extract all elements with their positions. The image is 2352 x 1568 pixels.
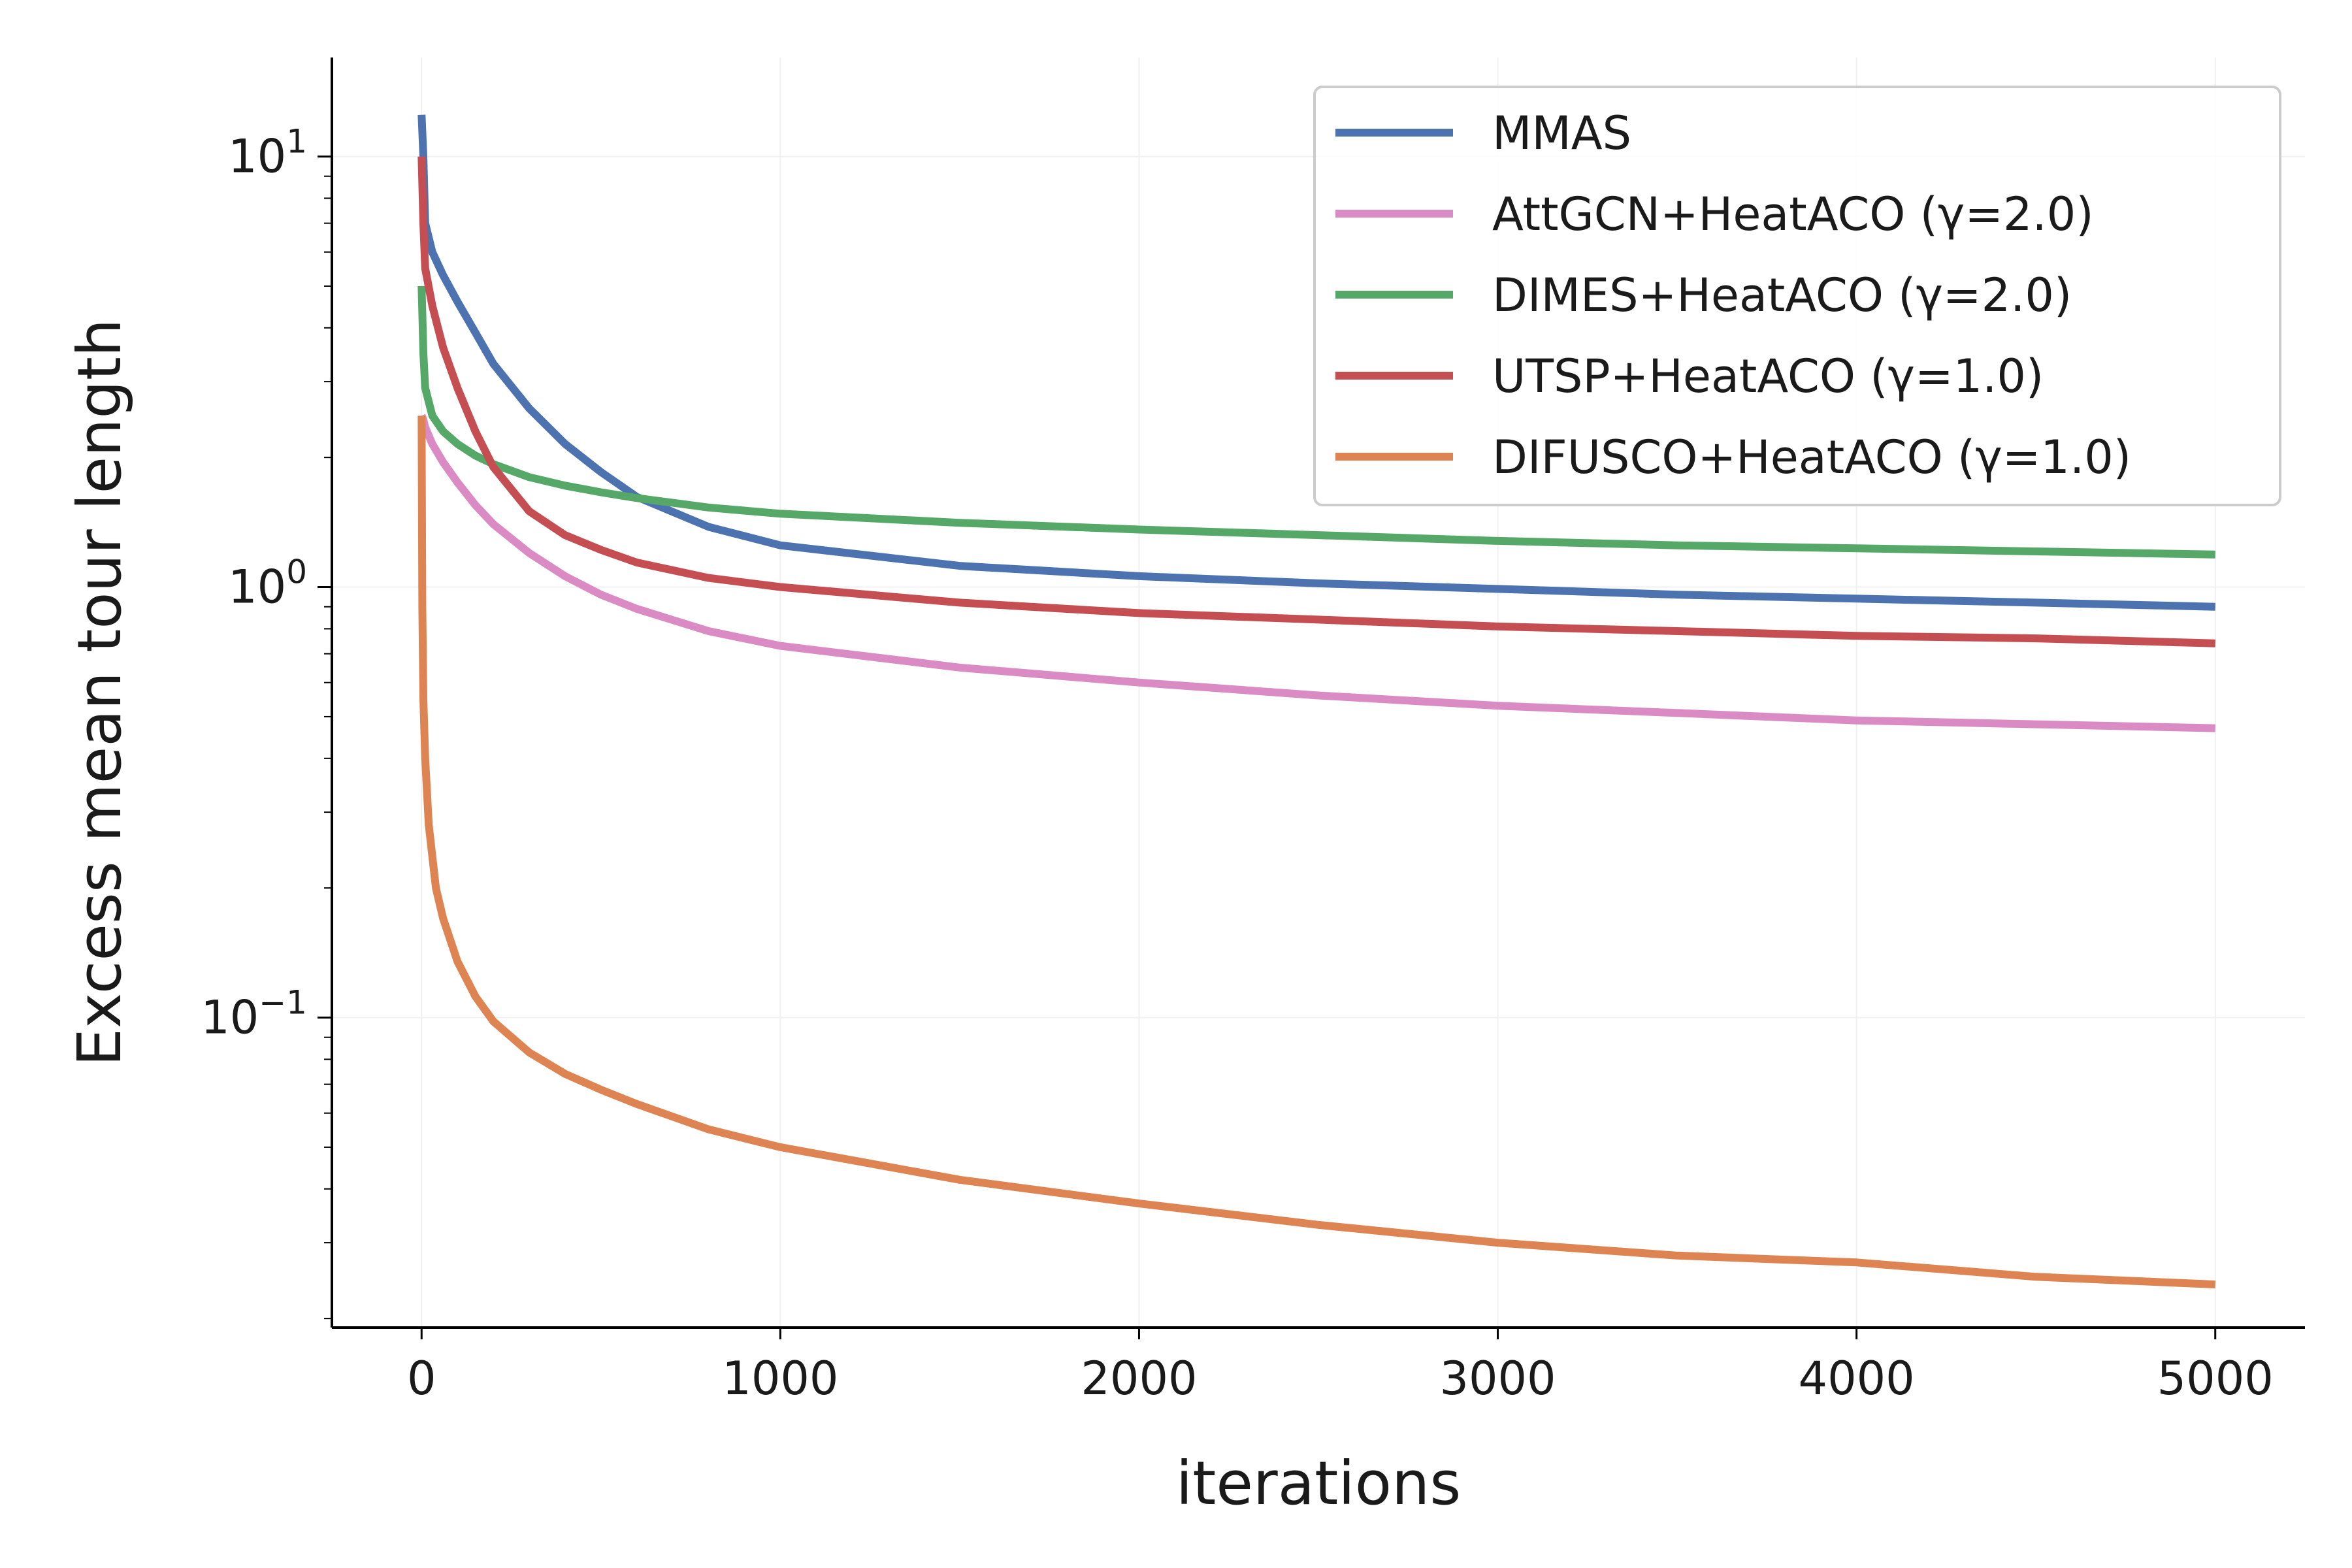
series-line (417, 414, 2215, 732)
series-line (417, 156, 2215, 647)
legend-label: AttGCN+HeatACO (γ=2.0) (1492, 188, 2094, 241)
x-tick-label: 3000 (1439, 1352, 1556, 1405)
y-axis-title: Excess mean tour length (65, 319, 135, 1066)
ticks: 0 1000 2000 3000 4000 5000 101 100 10−1 (201, 123, 2274, 1405)
x-tick-label: 2000 (1081, 1352, 1197, 1405)
y-tick-label: 100 (228, 553, 307, 614)
x-tick-label: 1000 (722, 1352, 838, 1405)
series-lines (417, 114, 2215, 1288)
x-tick-label: 4000 (1799, 1352, 1915, 1405)
x-tick-label: 5000 (2157, 1352, 2274, 1405)
y-tick-label: 10−1 (201, 984, 307, 1045)
series-line (417, 416, 2215, 1288)
legend-label: MMAS (1492, 106, 1631, 160)
axes (331, 57, 2305, 1329)
series-line (417, 286, 2215, 559)
legend-label: DIFUSCO+HeatACO (γ=1.0) (1492, 431, 2131, 484)
series-line (417, 114, 2215, 611)
x-tick-label: 0 (407, 1352, 436, 1405)
legend-label: DIMES+HeatACO (γ=2.0) (1492, 269, 2072, 322)
x-axis-title: iterations (1176, 1448, 1462, 1518)
legend: MMAS AttGCN+HeatACO (γ=2.0) DIMES+HeatACO … (1313, 86, 2281, 506)
legend-label: UTSP+HeatACO (γ=1.0) (1492, 350, 2044, 403)
y-tick-label: 101 (228, 123, 307, 184)
legend-box (1313, 86, 2281, 506)
